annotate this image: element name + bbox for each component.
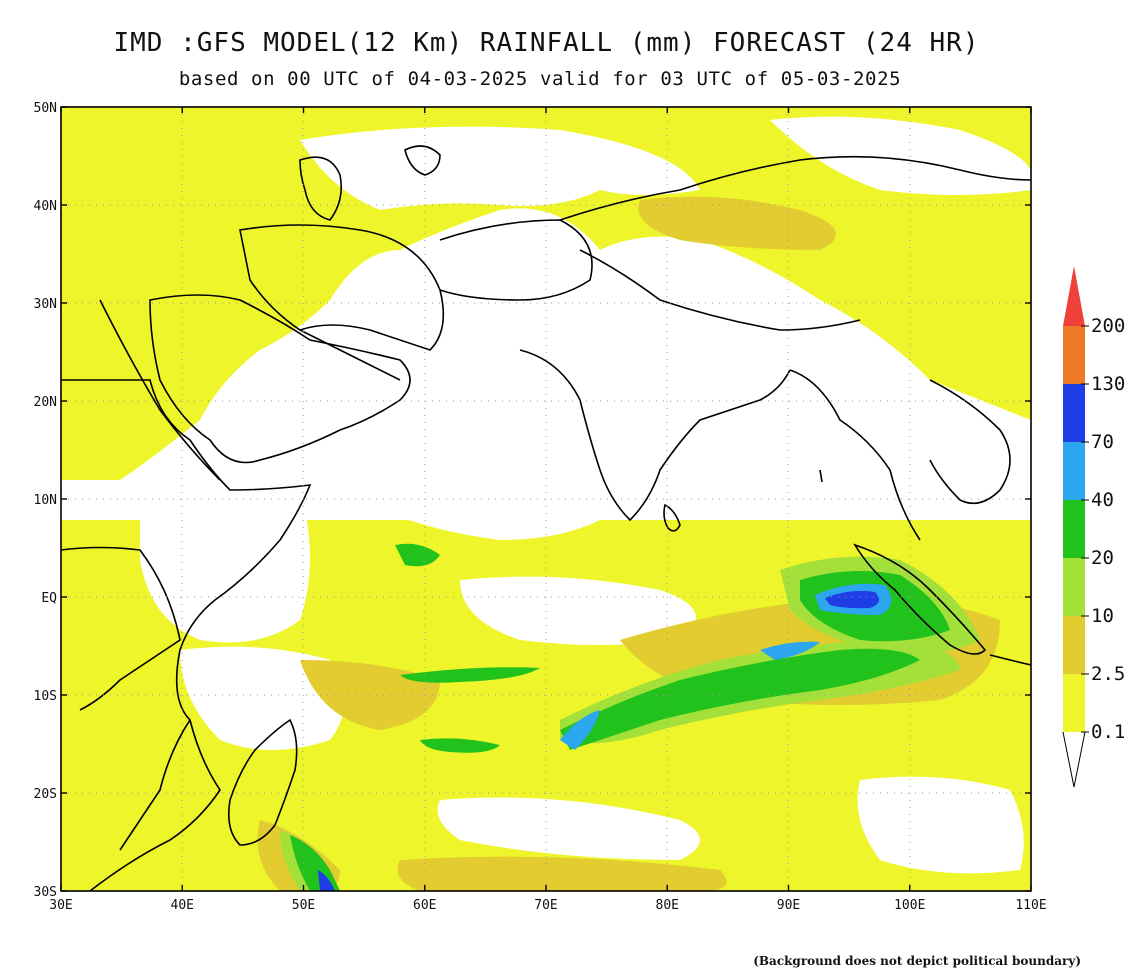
chart-title: IMD :GFS MODEL(12 Km) RAINFALL (mm) FORE… (113, 28, 980, 58)
clear-zone-southern-ocean-3 (437, 797, 700, 860)
lon-tick-label: 40E (171, 898, 194, 913)
lon-tick-label: 30E (49, 898, 72, 913)
madagascar-island (227, 718, 298, 846)
legend-min-triangle (1062, 731, 1086, 788)
very-heavy-rain-band (560, 648, 920, 750)
coastlines (61, 145, 1031, 891)
lat-tick-label: EQ (41, 591, 57, 606)
clear-zone-southern-ocean-4 (857, 776, 1024, 874)
lon-tick-label: 70E (534, 898, 557, 913)
legend-swatch (1063, 384, 1085, 442)
legend-swatch (1063, 616, 1085, 674)
sri-lanka (663, 503, 681, 532)
legend-swatch (1063, 558, 1085, 616)
clear-zone-africa (140, 476, 310, 643)
footnote: (Background does not depict political bo… (753, 954, 1081, 968)
lat-tick-label: 10S (34, 689, 57, 704)
clear-zone-central-asia (300, 126, 700, 210)
persian-gulf (299, 329, 401, 381)
java-island (989, 654, 1031, 666)
lon-tick-label: 60E (413, 898, 436, 913)
lat-tick-label: 20N (34, 395, 57, 410)
very-intense-rain-cell-1 (825, 590, 879, 609)
east-africa-border (61, 546, 181, 711)
china-border (559, 155, 1031, 221)
afghanistan-border (439, 219, 593, 301)
lat-tick-label: 50N (34, 101, 57, 116)
very-heavy-rain-cell-4 (400, 667, 540, 683)
legend-swatch (1063, 500, 1085, 558)
rain-zone-north-band (61, 107, 1031, 480)
lon-tick-label: 80E (656, 898, 679, 913)
legend-max-triangle (1063, 266, 1085, 326)
legend-swatch (1063, 674, 1085, 732)
clear-zone-arabian-sea (324, 420, 600, 540)
india-coastline (519, 349, 791, 522)
sumatra-island (853, 543, 987, 655)
very-heavy-rain-cell-2 (395, 543, 440, 567)
legend-level-label: 2.5 (1091, 663, 1125, 685)
africa-east-coast (61, 379, 312, 891)
legend-level-label: 40 (1091, 489, 1114, 511)
legend-level-label: 70 (1091, 431, 1114, 453)
lon-tick-label: 100E (894, 898, 925, 913)
legend-swatch (1063, 442, 1085, 500)
arabian-peninsula (149, 294, 411, 464)
very-heavy-rain-cell-3 (420, 738, 500, 753)
iran-coastline (239, 224, 445, 351)
lat-tick-label: 40N (34, 199, 57, 214)
aral-sea (404, 145, 441, 176)
clear-zone-tibet (770, 116, 1031, 195)
longitude-axis: 30E 40E 50E 60E 70E 80E 90E 100E 110E (49, 107, 1047, 913)
lat-tick-label: 30N (34, 297, 57, 312)
lon-tick-label: 50E (292, 898, 315, 913)
latitude-axis: 50N 40N 30N 20N 10N EQ 10S 20S 30S (34, 101, 1031, 900)
very-intense-rain-madagascar (318, 870, 335, 891)
lat-tick-label: 20S (34, 787, 57, 802)
clear-zone-southern-ocean-1 (460, 576, 696, 645)
legend-level-label: 0.1 (1091, 721, 1125, 743)
andaman-islands (819, 469, 823, 483)
red-sea-coast (99, 299, 221, 481)
legend-swatch (1063, 326, 1085, 384)
moderate-rain-north-1 (638, 196, 836, 250)
mozambique-channel (119, 719, 191, 851)
legend-level-label: 130 (1091, 373, 1125, 395)
gridlines (61, 107, 1031, 891)
legend-level-label: 20 (1091, 547, 1114, 569)
india-north-border (579, 249, 861, 331)
lat-tick-label: 30S (34, 885, 57, 900)
legend-level-label: 10 (1091, 605, 1114, 627)
moderate-rain-south-band (397, 856, 727, 891)
lat-tick-label: 10N (34, 493, 57, 508)
caspian-sea (299, 156, 343, 221)
lon-tick-label: 110E (1015, 898, 1046, 913)
intense-rain-cell-1 (560, 710, 600, 750)
indochina-coast (929, 379, 1011, 505)
intense-rain-cell-2 (760, 641, 820, 660)
lon-tick-label: 90E (777, 898, 800, 913)
chart-subtitle: based on 00 UTC of 04-03-2025 valid for … (178, 68, 902, 90)
clear-zone-southern-ocean-2 (180, 646, 345, 750)
rainfall-legend: 0.1 2.5 10 20 40 70 130 200 (1062, 266, 1125, 788)
rainfall-field (61, 107, 1031, 891)
legend-level-label: 200 (1091, 315, 1125, 337)
myanmar-coast (789, 369, 921, 541)
